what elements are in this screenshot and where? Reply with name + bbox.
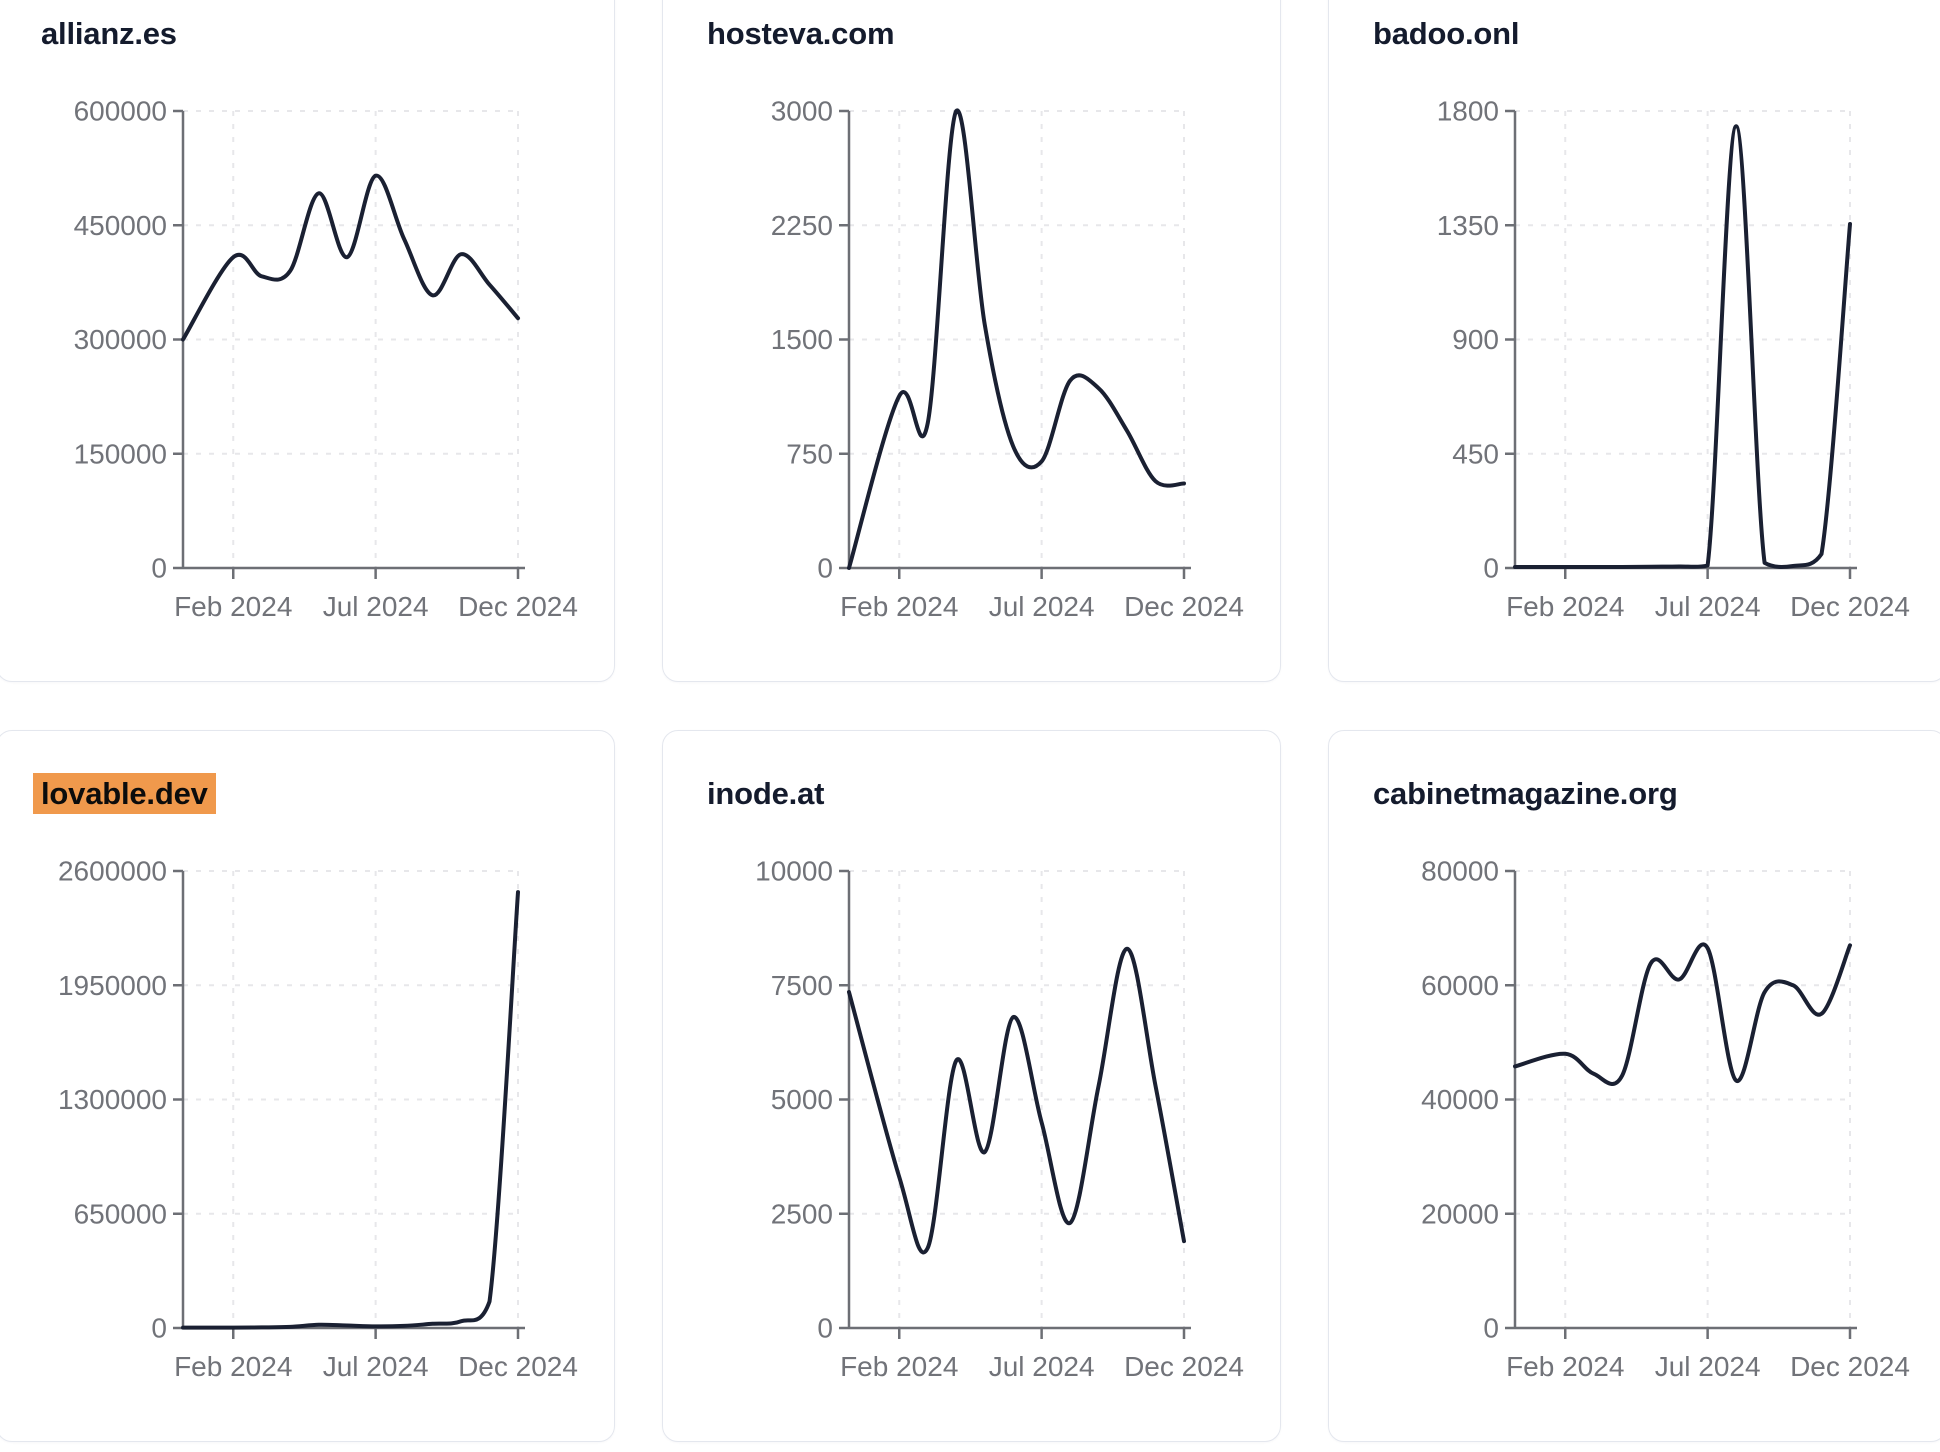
traffic-line	[847, 946, 1186, 1255]
y-tick-label: 1350	[1437, 210, 1499, 241]
x-tick-label: Dec 2024	[458, 591, 578, 622]
traffic-chart: 0 650000 1300000 1950000 2600000 Feb 2024 Jul …	[58, 856, 578, 1383]
x-tick-label: Feb 2024	[174, 591, 292, 622]
traffic-chart: 0 150000 300000 450000 600000 Feb 2024 Jul 202…	[74, 96, 578, 623]
y-tick-label: 40000	[1421, 1084, 1499, 1115]
y-tick-label: 650000	[74, 1198, 167, 1229]
domain-title: lovable.dev	[33, 773, 216, 814]
y-tick-label: 0	[151, 553, 167, 584]
y-tick-label: 1950000	[58, 970, 167, 1001]
domain-card: badoo.onl 0 450 900 1350 1800 Feb 2024 Jul 202…	[1328, 0, 1940, 682]
domain-card: hosteva.com 0 750 1500 2250 3000 Feb 2024 Jul …	[662, 0, 1281, 682]
traffic-chart: 0 450 900 1350 1800 Feb 2024 Jul 2024 Dec 2024	[1437, 96, 1910, 623]
x-tick-label: Jul 2024	[1655, 591, 1761, 622]
traffic-chart: 0 750 1500 2250 3000 Feb 2024 Jul 2024 Dec 2024	[771, 96, 1244, 623]
x-tick-label: Jul 2024	[989, 1351, 1095, 1382]
y-tick-label: 450000	[74, 210, 167, 241]
y-tick-label: 900	[1452, 324, 1499, 355]
x-tick-label: Dec 2024	[1790, 591, 1910, 622]
domain-title: cabinetmagazine.org	[1373, 775, 1678, 813]
traffic-line	[181, 173, 520, 342]
domain-title: hosteva.com	[707, 15, 895, 53]
traffic-chart: 0 2500 5000 7500 10000 Feb 2024 Jul 2024 Dec 20…	[755, 856, 1244, 1383]
y-tick-label: 7500	[771, 970, 833, 1001]
domain-title-text: badoo.onl	[1373, 16, 1520, 51]
traffic-line	[181, 890, 520, 1330]
domain-card: allianz.es 0 150000 300000 450000 600000 Feb …	[0, 0, 615, 682]
domain-card: cabinetmagazine.org 0 20000 40000 60000 8000…	[1328, 730, 1940, 1442]
x-tick-label: Jul 2024	[323, 1351, 429, 1382]
domain-card: lovable.dev 0 650000 1300000 1950000 2600000…	[0, 730, 615, 1442]
domain-title-text: cabinetmagazine.org	[1373, 776, 1678, 811]
domain-card: inode.at 0 2500 5000 7500 10000 Feb 2024 Jul 2…	[662, 730, 1281, 1442]
x-tick-label: Jul 2024	[323, 591, 429, 622]
y-tick-label: 2500	[771, 1198, 833, 1229]
y-tick-label: 20000	[1421, 1198, 1499, 1229]
traffic-chart: 0 20000 40000 60000 80000 Feb 2024 Jul 2024 Dec…	[1421, 856, 1910, 1383]
x-tick-label: Feb 2024	[1506, 1351, 1624, 1382]
x-tick-label: Feb 2024	[174, 1351, 292, 1382]
x-tick-label: Feb 2024	[840, 591, 958, 622]
domain-title-text: hosteva.com	[707, 16, 895, 51]
x-tick-label: Dec 2024	[1124, 1351, 1244, 1382]
y-tick-label: 0	[817, 553, 833, 584]
domain-title: allianz.es	[41, 15, 177, 53]
y-tick-label: 450	[1452, 438, 1499, 469]
y-tick-label: 0	[1483, 1313, 1499, 1344]
y-tick-label: 0	[151, 1313, 167, 1344]
x-tick-label: Jul 2024	[989, 591, 1095, 622]
domain-title-text: inode.at	[707, 776, 825, 811]
y-tick-label: 1300000	[58, 1084, 167, 1115]
y-tick-label: 1500	[771, 324, 833, 355]
y-tick-label: 2250	[771, 210, 833, 241]
traffic-line	[1513, 124, 1852, 569]
domain-title-text: lovable.dev	[33, 773, 216, 814]
y-tick-label: 1800	[1437, 96, 1499, 127]
y-tick-label: 3000	[771, 96, 833, 127]
y-tick-label: 2600000	[58, 856, 167, 887]
y-tick-label: 750	[786, 438, 833, 469]
x-tick-label: Dec 2024	[1124, 591, 1244, 622]
y-tick-label: 5000	[771, 1084, 833, 1115]
y-tick-label: 0	[1483, 553, 1499, 584]
domain-title-text: allianz.es	[41, 16, 177, 51]
traffic-line	[1513, 942, 1852, 1086]
x-tick-label: Feb 2024	[840, 1351, 958, 1382]
x-tick-label: Dec 2024	[1790, 1351, 1910, 1382]
domain-title: inode.at	[707, 775, 824, 813]
y-tick-label: 10000	[755, 856, 833, 887]
domain-title: badoo.onl	[1373, 15, 1519, 53]
y-tick-label: 300000	[74, 324, 167, 355]
x-tick-label: Jul 2024	[1655, 1351, 1761, 1382]
y-tick-label: 0	[817, 1313, 833, 1344]
x-tick-label: Dec 2024	[458, 1351, 578, 1382]
y-tick-label: 80000	[1421, 856, 1499, 887]
x-tick-label: Feb 2024	[1506, 591, 1624, 622]
y-tick-label: 150000	[74, 438, 167, 469]
y-tick-label: 60000	[1421, 970, 1499, 1001]
y-tick-label: 600000	[74, 96, 167, 127]
traffic-line	[847, 108, 1186, 570]
